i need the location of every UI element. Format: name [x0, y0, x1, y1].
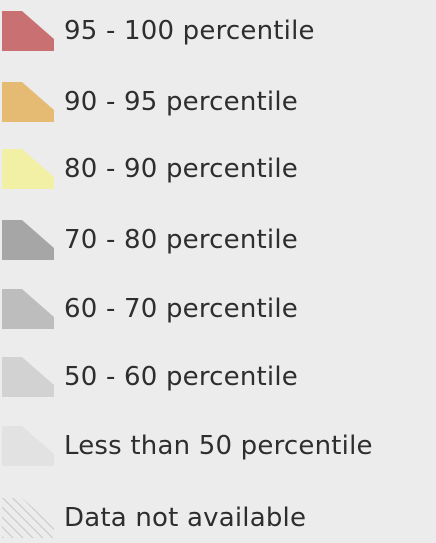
swatch-50-60	[2, 357, 54, 397]
swatch-60-70	[2, 289, 54, 329]
legend-label-70-80: 70 - 80 percentile	[64, 225, 298, 255]
legend-label-90-95: 90 - 95 percentile	[64, 87, 298, 117]
legend-item-70-80: 70 - 80 percentile	[0, 216, 298, 264]
legend-label-95-100: 95 - 100 percentile	[64, 16, 315, 46]
swatch-data-not-available	[2, 498, 54, 538]
legend-item-less-than-50: Less than 50 percentile	[0, 422, 373, 470]
legend-item-50-60: 50 - 60 percentile	[0, 353, 298, 401]
swatch-80-90	[2, 149, 54, 189]
legend-item-95-100: 95 - 100 percentile	[0, 7, 315, 55]
swatch-90-95	[2, 82, 54, 122]
legend-item-data-not-available: Data not available	[0, 494, 306, 542]
legend-label-80-90: 80 - 90 percentile	[64, 154, 298, 184]
legend-item-60-70: 60 - 70 percentile	[0, 285, 298, 333]
legend-label-60-70: 60 - 70 percentile	[64, 294, 298, 324]
legend-item-90-95: 90 - 95 percentile	[0, 78, 298, 126]
legend-label-less-than-50: Less than 50 percentile	[64, 431, 373, 461]
legend-label-data-not-available: Data not available	[64, 503, 307, 533]
legend-item-80-90: 80 - 90 percentile	[0, 145, 298, 193]
legend-label-50-60: 50 - 60 percentile	[64, 362, 298, 392]
swatch-70-80	[2, 220, 54, 260]
swatch-95-100	[2, 11, 54, 51]
swatch-less-than-50	[2, 426, 54, 466]
